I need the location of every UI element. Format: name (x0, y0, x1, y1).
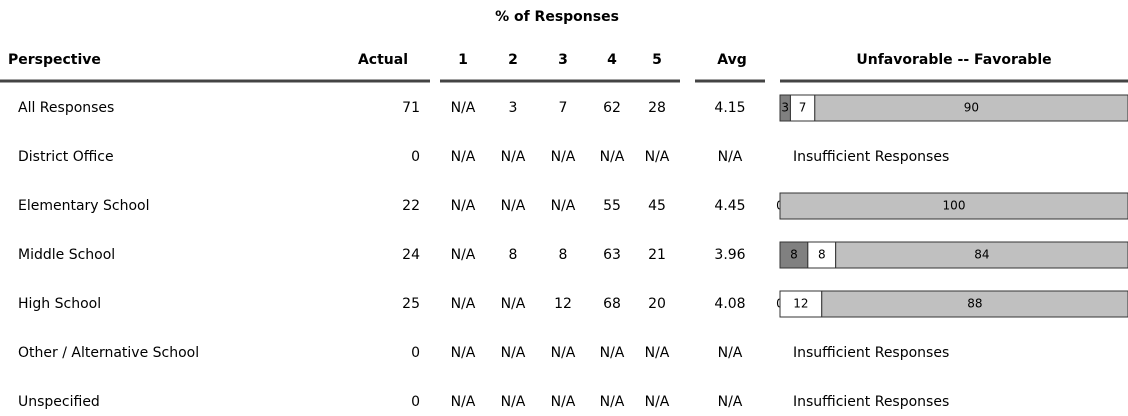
bar-segment (821, 290, 1128, 318)
table-title: % of Responses (495, 9, 619, 25)
score: N/A (551, 198, 576, 214)
score: 3 (509, 100, 518, 116)
bar-label: 88 (967, 297, 982, 311)
bar-segment (814, 94, 1128, 122)
score: N/A (645, 345, 670, 361)
actual: 25 (402, 296, 420, 312)
bar-label: 7 (799, 101, 807, 115)
score: N/A (551, 394, 576, 410)
actual: 24 (402, 247, 420, 263)
actual: 0 (411, 345, 420, 361)
actual: 0 (411, 149, 420, 165)
score: N/A (600, 394, 625, 410)
average: N/A (718, 394, 743, 410)
score: N/A (451, 345, 476, 361)
score: 7 (559, 100, 568, 116)
score: N/A (451, 100, 476, 116)
score: N/A (645, 149, 670, 165)
score: N/A (451, 198, 476, 214)
score: 62 (603, 100, 621, 116)
score: N/A (451, 149, 476, 165)
note: Insufficient Responses (793, 149, 949, 165)
perspective: Elementary School (18, 198, 150, 214)
score: N/A (451, 394, 476, 410)
score: N/A (551, 345, 576, 361)
note: Insufficient Responses (793, 394, 949, 410)
average: 4.08 (714, 296, 745, 312)
score: 45 (648, 198, 666, 214)
score: N/A (501, 149, 526, 165)
column-header: 2 (508, 52, 518, 68)
perspective: Other / Alternative School (18, 345, 199, 361)
column-header: Actual (358, 52, 408, 68)
bar-label: 8 (790, 248, 798, 262)
score: 8 (509, 247, 518, 263)
score: N/A (600, 149, 625, 165)
column-header: 1 (458, 52, 468, 68)
bar-segment (789, 94, 816, 122)
score: 63 (603, 247, 621, 263)
average: 3.96 (714, 247, 745, 263)
score: 68 (603, 296, 621, 312)
column-header: Avg (717, 52, 746, 68)
bar-label: 12 (793, 297, 808, 311)
note: Insufficient Responses (793, 345, 949, 361)
score: N/A (501, 394, 526, 410)
average: N/A (718, 149, 743, 165)
score: 12 (554, 296, 572, 312)
bar-segment (779, 192, 1128, 220)
bar-label: 8 (818, 248, 826, 262)
perspective: Unspecified (18, 394, 100, 410)
perspective: All Responses (18, 100, 114, 116)
column-header: Unfavorable -- Favorable (856, 52, 1051, 68)
average: 4.45 (714, 198, 745, 214)
score: 28 (648, 100, 666, 116)
actual: 0 (411, 394, 420, 410)
column-header: 5 (652, 52, 662, 68)
average: N/A (718, 345, 743, 361)
score: N/A (451, 296, 476, 312)
column-header: Perspective (8, 52, 101, 68)
score: N/A (645, 394, 670, 410)
bar-segment (835, 241, 1128, 269)
score: 8 (559, 247, 568, 263)
score: N/A (501, 198, 526, 214)
score: N/A (600, 345, 625, 361)
perspective: Middle School (18, 247, 115, 263)
score: 20 (648, 296, 666, 312)
bar-label: 3 (781, 101, 789, 115)
score: 55 (603, 198, 621, 214)
perspective: High School (18, 296, 101, 312)
perspective: District Office (18, 149, 114, 165)
score: N/A (451, 247, 476, 263)
bar-label: 84 (974, 248, 989, 262)
bar-label: 90 (964, 101, 979, 115)
score: N/A (501, 345, 526, 361)
average: 4.15 (714, 100, 745, 116)
column-header: 3 (558, 52, 568, 68)
actual: 71 (402, 100, 420, 116)
score: 21 (648, 247, 666, 263)
score: N/A (551, 149, 576, 165)
actual: 22 (402, 198, 420, 214)
column-header: 4 (607, 52, 617, 68)
score: N/A (501, 296, 526, 312)
bar-label: 100 (943, 199, 966, 213)
